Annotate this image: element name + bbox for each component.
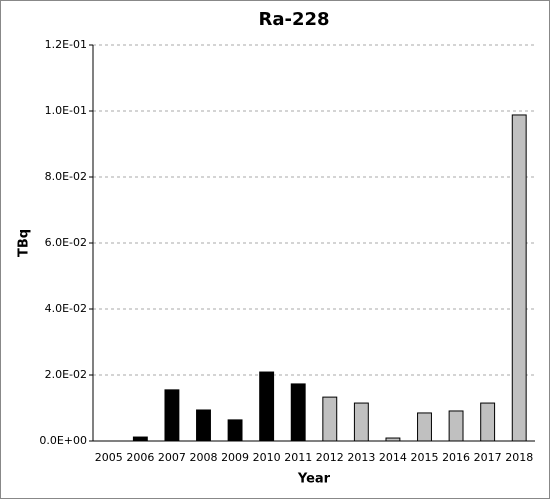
y-tick-label: 6.0E-02	[45, 236, 87, 249]
y-tick-label: 4.0E-02	[45, 302, 87, 315]
x-tick-label: 2005	[95, 451, 123, 464]
bar	[196, 409, 211, 442]
bar	[227, 419, 243, 442]
x-tick-label: 2008	[190, 451, 218, 464]
x-tick-label: 2016	[442, 451, 470, 464]
x-tick-label: 2013	[347, 451, 375, 464]
x-tick-label: 2018	[505, 451, 533, 464]
x-tick-label: 2014	[379, 451, 407, 464]
bar	[511, 114, 527, 442]
x-tick-label: 2015	[411, 451, 439, 464]
x-axis-label: Year	[297, 472, 331, 487]
bar	[480, 402, 496, 442]
bar	[353, 402, 369, 442]
bar	[164, 389, 180, 442]
y-tick-label: 8.0E-02	[45, 170, 87, 183]
x-tick-label: 2009	[221, 451, 249, 464]
bar	[417, 412, 432, 442]
chart-title: Ra-228	[258, 9, 329, 30]
x-tick-label: 2010	[253, 451, 281, 464]
bar	[385, 437, 401, 442]
y-tick-label: 1.2E-01	[45, 38, 87, 51]
y-axis-label: TBq	[17, 229, 32, 257]
bar	[132, 436, 148, 442]
x-tick-label: 2017	[474, 451, 502, 464]
x-tick-label: 2012	[316, 451, 344, 464]
y-tick-label: 1.0E-01	[45, 104, 87, 117]
bar	[290, 383, 306, 442]
x-tick-label: 2007	[158, 451, 186, 464]
bar	[448, 410, 464, 442]
bar	[259, 371, 275, 442]
y-tick-label: 0.0E+00	[39, 434, 87, 447]
x-tick-label: 2011	[284, 451, 312, 464]
y-tick-label: 2.0E-02	[45, 368, 87, 381]
bar	[322, 396, 338, 442]
x-tick-label: 2006	[126, 451, 154, 464]
